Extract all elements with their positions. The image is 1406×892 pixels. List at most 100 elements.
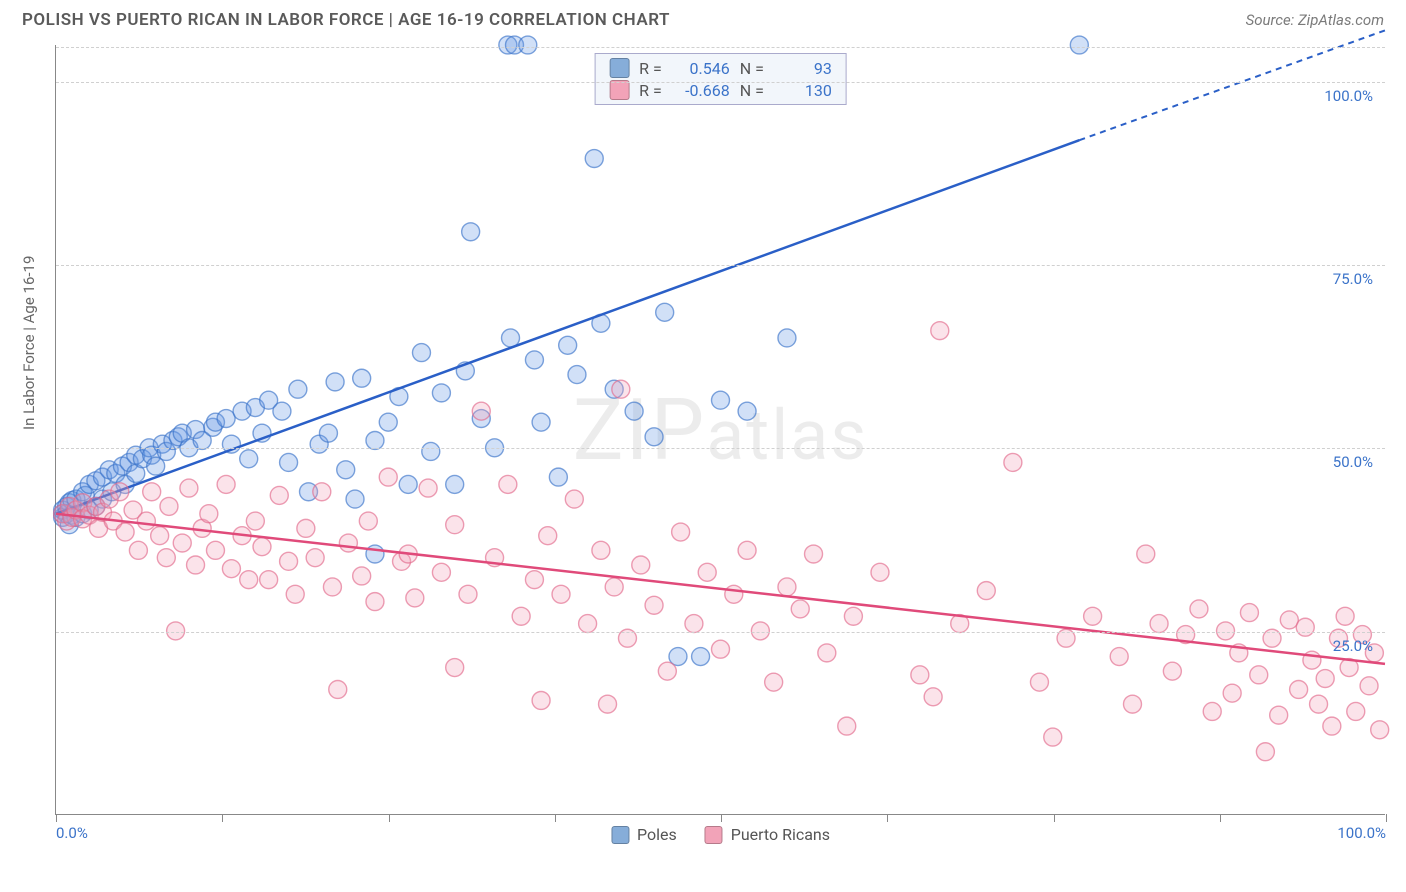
data-point [532, 691, 550, 709]
data-point [157, 549, 175, 567]
legend-swatch [609, 80, 629, 100]
data-point [240, 571, 258, 589]
data-point [180, 479, 198, 497]
data-point [173, 534, 191, 552]
data-point [585, 150, 603, 168]
legend-label: Poles [637, 825, 677, 844]
data-point [339, 534, 357, 552]
data-point [422, 442, 440, 460]
data-point [632, 556, 650, 574]
data-point [446, 475, 464, 493]
data-point [462, 223, 480, 241]
data-point [206, 541, 224, 559]
data-point [931, 322, 949, 340]
data-point [738, 402, 756, 420]
gridline [56, 82, 1385, 83]
data-point [143, 483, 161, 501]
data-point [552, 585, 570, 603]
gridline [56, 448, 1385, 449]
y-tick-label: 100.0% [1324, 87, 1373, 105]
data-point [432, 384, 450, 402]
data-point [432, 563, 450, 581]
data-point [289, 380, 307, 398]
data-point [805, 545, 823, 563]
data-point [379, 468, 397, 486]
data-point [1250, 666, 1268, 684]
legend-swatch [705, 826, 723, 844]
data-point [319, 424, 337, 442]
data-point [353, 567, 371, 585]
chart-title: POLISH VS PUERTO RICAN IN LABOR FORCE | … [22, 10, 670, 30]
y-tick-label: 50.0% [1333, 453, 1373, 471]
data-point [260, 571, 278, 589]
data-point [1347, 702, 1365, 720]
legend-r-value: 0.546 [672, 59, 730, 78]
data-point [151, 527, 169, 545]
data-point [359, 512, 377, 530]
data-point [111, 483, 129, 501]
legend-r-value: -0.668 [672, 81, 730, 100]
data-point [217, 410, 235, 428]
chart-plot-area: ZIPatlas R = 0.546 N = 93 R = -0.668 N =… [55, 45, 1385, 815]
legend-n-label: N = [740, 59, 764, 78]
data-point [459, 585, 477, 603]
data-point [599, 695, 617, 713]
legend-n-value: 93 [774, 59, 832, 78]
data-point [1323, 717, 1341, 735]
data-point [366, 545, 384, 563]
data-point [512, 607, 530, 625]
legend-n-label: N = [740, 81, 764, 100]
source-attribution: Source: ZipAtlas.com [1246, 11, 1384, 29]
data-point [217, 475, 235, 493]
data-point [297, 519, 315, 537]
data-point [911, 666, 929, 684]
data-point [712, 391, 730, 409]
legend-swatch [611, 826, 629, 844]
data-point [353, 369, 371, 387]
data-point [725, 585, 743, 603]
data-point [1296, 618, 1314, 636]
data-point [222, 560, 240, 578]
scatter-plot-svg [56, 45, 1385, 814]
data-point [838, 717, 856, 735]
data-point [499, 475, 517, 493]
y-tick-label: 75.0% [1333, 270, 1373, 288]
data-point [253, 538, 271, 556]
data-point [329, 681, 347, 699]
data-point [1150, 615, 1168, 633]
data-point [844, 607, 862, 625]
data-point [738, 541, 756, 559]
data-point [246, 512, 264, 530]
x-tick [1220, 814, 1221, 822]
data-point [1280, 611, 1298, 629]
data-point [1030, 673, 1048, 691]
data-point [1336, 607, 1354, 625]
data-point [818, 644, 836, 662]
data-point [656, 303, 674, 321]
data-point [672, 523, 690, 541]
data-point [326, 373, 344, 391]
x-tick-label: 100.0% [1337, 824, 1386, 842]
trend-line [56, 140, 1079, 514]
data-point [323, 578, 341, 596]
data-point [559, 336, 577, 354]
chart-header: POLISH VS PUERTO RICAN IN LABOR FORCE | … [0, 0, 1406, 38]
data-point [446, 659, 464, 677]
data-point [406, 589, 424, 607]
data-point [612, 380, 630, 398]
data-point [685, 615, 703, 633]
data-point [698, 563, 716, 581]
data-point [565, 490, 583, 508]
data-point [446, 516, 464, 534]
data-point [924, 688, 942, 706]
data-point [187, 556, 205, 574]
data-point [977, 582, 995, 600]
data-point [1004, 453, 1022, 471]
data-point [1190, 600, 1208, 618]
data-point [129, 541, 147, 559]
legend-r-label: R = [639, 59, 662, 78]
data-point [160, 497, 178, 515]
x-tick [721, 814, 722, 822]
data-point [1163, 662, 1181, 680]
data-point [273, 402, 291, 420]
